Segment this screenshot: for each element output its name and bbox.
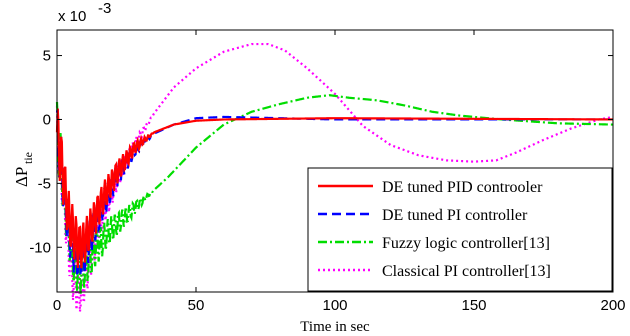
legend-label-pi: DE tuned PI controller	[382, 207, 528, 224]
exponent-power: -3	[98, 0, 111, 17]
series-layer	[55, 42, 614, 312]
x-tick-label: 200	[600, 297, 625, 314]
y-tick-label: 0	[43, 111, 51, 128]
x-axis-label: Time in sec	[300, 319, 370, 335]
x-tick-label: 0	[53, 297, 61, 314]
legend-label-classical: Classical PI controller[13]	[382, 263, 551, 280]
y-axis-label-subscript: tie	[21, 152, 35, 164]
y-tick-label: -5	[38, 175, 51, 192]
legend-label-fuzzy: Fuzzy logic controller[13]	[382, 235, 550, 252]
legend: DE tuned PID controoler DE tuned PI cont…	[307, 167, 613, 292]
y-tick-label: 5	[43, 48, 51, 65]
legend-label-pid: DE tuned PID controoler	[382, 179, 543, 196]
x-tick-label: 100	[322, 297, 347, 314]
y-tick-label: -10	[29, 239, 51, 256]
y-axis-label: ΔP	[12, 167, 31, 187]
series-line	[55, 42, 614, 312]
x-tick-label: 50	[188, 297, 205, 314]
x-tick-label: 150	[461, 297, 486, 314]
exponent-label: x 10	[58, 8, 86, 25]
series-line	[55, 108, 613, 269]
series-line	[55, 94, 614, 295]
